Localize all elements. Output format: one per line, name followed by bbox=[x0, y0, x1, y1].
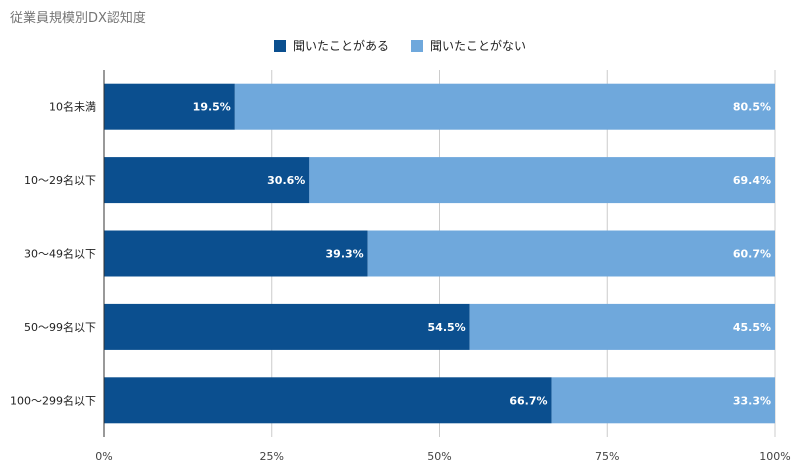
legend-label-not-heard: 聞いたことがない bbox=[430, 39, 527, 53]
legend-item-not-heard: 聞いたことがない bbox=[411, 37, 526, 54]
bar-segment bbox=[309, 157, 775, 204]
data-label: 60.7% bbox=[733, 248, 771, 261]
x-tick-label: 100% bbox=[759, 450, 790, 463]
data-label: 69.4% bbox=[733, 174, 771, 187]
bar-segment bbox=[104, 83, 235, 130]
bar-segment bbox=[234, 83, 776, 130]
data-label: 30.6% bbox=[267, 174, 305, 187]
bar-segment bbox=[551, 377, 775, 424]
category-label: 50〜99名以下 bbox=[24, 320, 96, 334]
legend-swatch-heard bbox=[273, 39, 286, 52]
bar-segment bbox=[104, 303, 470, 350]
data-label: 54.5% bbox=[428, 321, 466, 334]
bar-segment bbox=[469, 303, 775, 350]
chart-title: 従業員規模別DX認知度 bbox=[10, 11, 146, 26]
category-label: 30〜49名以下 bbox=[24, 247, 96, 261]
legend: 聞いたことがある 聞いたことがない bbox=[0, 37, 800, 54]
legend-label-heard: 聞いたことがある bbox=[292, 39, 389, 53]
x-tick-label: 75% bbox=[595, 450, 619, 463]
legend-item-heard: 聞いたことがある bbox=[273, 37, 389, 54]
x-tick-label: 50% bbox=[427, 450, 451, 463]
category-label: 10名未満 bbox=[49, 100, 96, 114]
data-label: 39.3% bbox=[326, 248, 364, 261]
x-tick-label: 0% bbox=[95, 450, 112, 463]
category-label: 10〜29名以下 bbox=[24, 173, 96, 187]
data-label: 33.3% bbox=[733, 394, 771, 407]
data-label: 45.5% bbox=[733, 321, 771, 334]
category-label: 100〜299名以下 bbox=[10, 393, 96, 407]
data-label: 80.5% bbox=[733, 101, 771, 114]
bar-segment bbox=[104, 157, 310, 204]
bar-segment bbox=[104, 230, 368, 277]
data-label: 19.5% bbox=[193, 101, 231, 114]
legend-swatch-not-heard bbox=[411, 39, 423, 52]
x-tick-label: 25% bbox=[260, 450, 284, 463]
data-label: 66.7% bbox=[509, 394, 547, 407]
bar-segment bbox=[367, 230, 775, 277]
bar-segment bbox=[104, 377, 552, 424]
